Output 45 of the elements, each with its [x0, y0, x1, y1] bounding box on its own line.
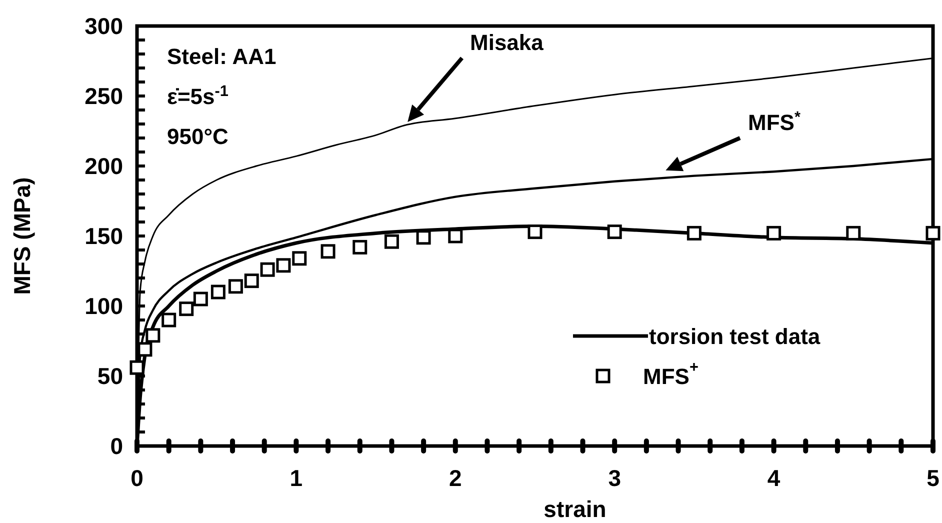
point	[766, 226, 782, 240]
point	[292, 251, 307, 266]
point	[179, 302, 194, 316]
point	[686, 226, 702, 240]
point	[384, 234, 399, 249]
annotation: ε̇=5s$^{-1}$	[167, 82, 229, 109]
point	[926, 226, 940, 240]
x-tick-label: 0	[130, 465, 144, 491]
y-tick-label: 0	[110, 433, 123, 459]
x-tick-label: 4	[767, 465, 780, 491]
x-axis-title: strain	[544, 496, 606, 522]
annotation: MFS$^{*}$	[748, 108, 800, 135]
point	[138, 342, 152, 357]
y-tick-label: 150	[84, 223, 123, 249]
y-tick-label: 200	[84, 153, 123, 179]
y-tick-label: 300	[84, 13, 123, 39]
point	[146, 328, 160, 343]
y-tick-label: 100	[84, 293, 123, 319]
y-tick-label: 50	[97, 363, 123, 389]
point	[528, 224, 542, 240]
legend-label: MFS$^{+}$	[643, 359, 698, 388]
point	[846, 226, 861, 240]
y-axis-title: MFS (MPa)	[9, 177, 35, 295]
point	[162, 312, 176, 328]
point	[244, 274, 259, 288]
annotation: Misaka	[470, 30, 544, 55]
legend-label: torsion test data	[649, 324, 821, 348]
point	[607, 224, 622, 240]
point	[448, 228, 463, 244]
point	[320, 244, 336, 259]
point	[210, 284, 226, 300]
point	[228, 279, 243, 294]
x-tick-label: 1	[290, 465, 303, 491]
point	[276, 258, 291, 273]
annotation: 950°C	[167, 124, 229, 149]
x-tick-label: 2	[449, 465, 462, 491]
point	[416, 230, 431, 245]
x-tick-label: 3	[608, 465, 621, 491]
point	[352, 240, 368, 254]
point	[193, 292, 208, 306]
x-tick-label: 5	[926, 465, 940, 491]
point	[260, 262, 275, 277]
annotation: Steel: AA1	[167, 44, 276, 69]
point	[130, 360, 144, 375]
y-tick-label: 250	[84, 83, 123, 109]
